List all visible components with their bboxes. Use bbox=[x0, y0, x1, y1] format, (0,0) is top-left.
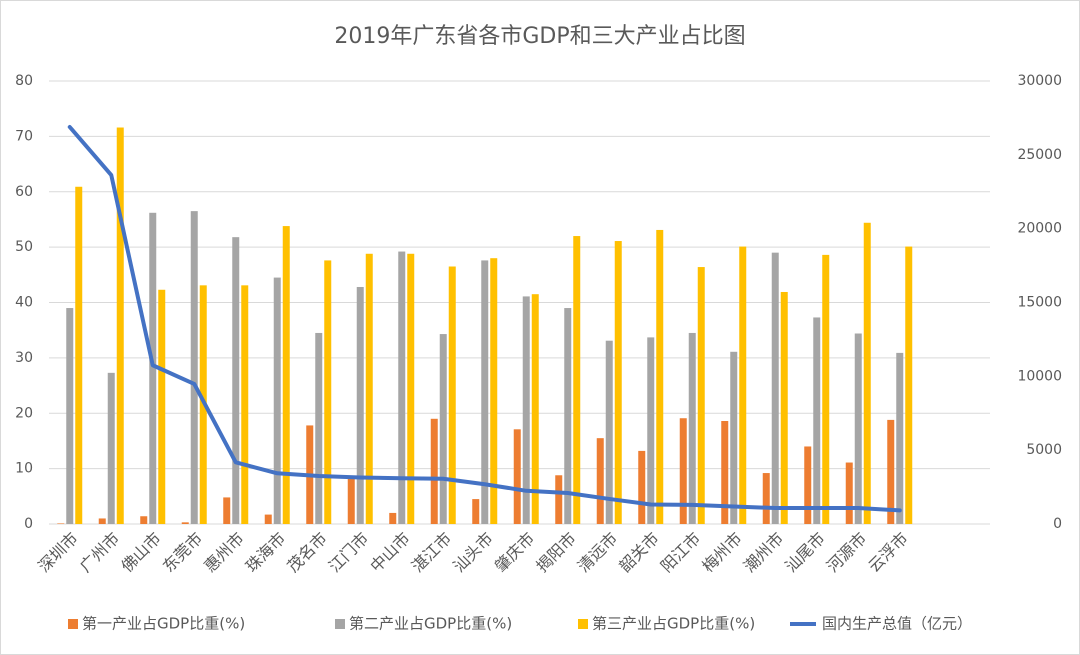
bar bbox=[822, 254, 830, 524]
bar bbox=[887, 419, 895, 524]
bar bbox=[365, 253, 373, 524]
bar bbox=[57, 523, 65, 524]
bar bbox=[656, 229, 664, 525]
bar bbox=[845, 462, 853, 524]
bar bbox=[181, 522, 189, 524]
bar bbox=[107, 372, 115, 524]
bar bbox=[905, 246, 913, 525]
bar bbox=[721, 421, 729, 524]
bar bbox=[448, 266, 456, 524]
line bbox=[67, 124, 902, 513]
bar bbox=[813, 317, 821, 524]
bar bbox=[638, 450, 646, 524]
bar bbox=[356, 286, 364, 524]
bar bbox=[481, 260, 489, 524]
legend-label: 第三产业占GDP比重(%) bbox=[592, 615, 755, 633]
bar bbox=[158, 289, 166, 524]
bar bbox=[513, 429, 521, 524]
y2-tick-label: 25000 bbox=[1017, 147, 1062, 163]
y2-tick-label: 10000 bbox=[1017, 368, 1062, 384]
bar bbox=[697, 267, 705, 524]
legend-swatch bbox=[578, 619, 588, 629]
bar bbox=[730, 351, 738, 524]
bar bbox=[149, 212, 157, 525]
legend-label: 国内生产总值（亿元） bbox=[822, 615, 972, 633]
bar bbox=[896, 352, 904, 524]
y-tick-label: 50 bbox=[15, 239, 33, 255]
bar bbox=[647, 337, 655, 524]
bar bbox=[804, 446, 812, 524]
y-tick-label: 10 bbox=[15, 461, 33, 477]
bar bbox=[605, 340, 613, 524]
bar bbox=[614, 241, 622, 524]
bar bbox=[324, 260, 332, 524]
bar bbox=[688, 332, 696, 524]
bar bbox=[596, 438, 604, 524]
bar bbox=[490, 258, 498, 524]
bar bbox=[573, 236, 581, 525]
bar bbox=[739, 246, 747, 525]
y2-tick-label: 15000 bbox=[1017, 295, 1062, 311]
bar bbox=[347, 477, 355, 524]
bar bbox=[223, 497, 231, 524]
bar bbox=[531, 294, 539, 524]
bar bbox=[771, 252, 779, 524]
bar bbox=[282, 226, 290, 524]
bar bbox=[564, 308, 572, 524]
bar bbox=[273, 277, 281, 524]
bar bbox=[232, 237, 240, 524]
legend-label: 第二产业占GDP比重(%) bbox=[349, 615, 512, 633]
bar bbox=[854, 333, 862, 524]
bar bbox=[75, 186, 83, 525]
bar bbox=[762, 473, 770, 524]
bar bbox=[780, 291, 788, 524]
bar bbox=[140, 516, 148, 524]
y2-tick-label: 20000 bbox=[1017, 221, 1062, 237]
y-tick-label: 80 bbox=[15, 73, 33, 89]
bar bbox=[190, 211, 198, 524]
bar bbox=[389, 512, 397, 524]
y-tick-label: 40 bbox=[15, 295, 33, 311]
bar bbox=[116, 127, 124, 524]
bar bbox=[398, 251, 406, 524]
bar bbox=[439, 334, 447, 524]
bar bbox=[98, 518, 106, 524]
y-tick-label: 30 bbox=[15, 350, 33, 366]
legend-swatch bbox=[68, 619, 78, 629]
bar bbox=[66, 308, 74, 524]
bar bbox=[407, 253, 415, 524]
legend-label: 第一产业占GDP比重(%) bbox=[82, 615, 245, 633]
bar bbox=[241, 285, 249, 524]
bar bbox=[315, 332, 323, 524]
bar bbox=[472, 499, 480, 524]
chart-title: 2019年广东省各市GDP和三大产业占比图 bbox=[334, 24, 745, 49]
bar bbox=[264, 514, 272, 524]
y-tick-label: 60 bbox=[15, 184, 33, 200]
bar bbox=[863, 222, 871, 524]
bar bbox=[522, 296, 530, 524]
y2-tick-label: 5000 bbox=[1026, 442, 1062, 458]
y-tick-label: 70 bbox=[15, 128, 33, 144]
legend-swatch bbox=[335, 619, 345, 629]
y-tick-label: 20 bbox=[15, 405, 33, 421]
bar bbox=[679, 418, 687, 524]
y-tick-label: 0 bbox=[24, 516, 33, 532]
bar bbox=[555, 475, 563, 524]
y2-tick-label: 30000 bbox=[1017, 73, 1062, 89]
bar bbox=[430, 418, 438, 524]
y2-tick-label: 0 bbox=[1053, 516, 1062, 532]
